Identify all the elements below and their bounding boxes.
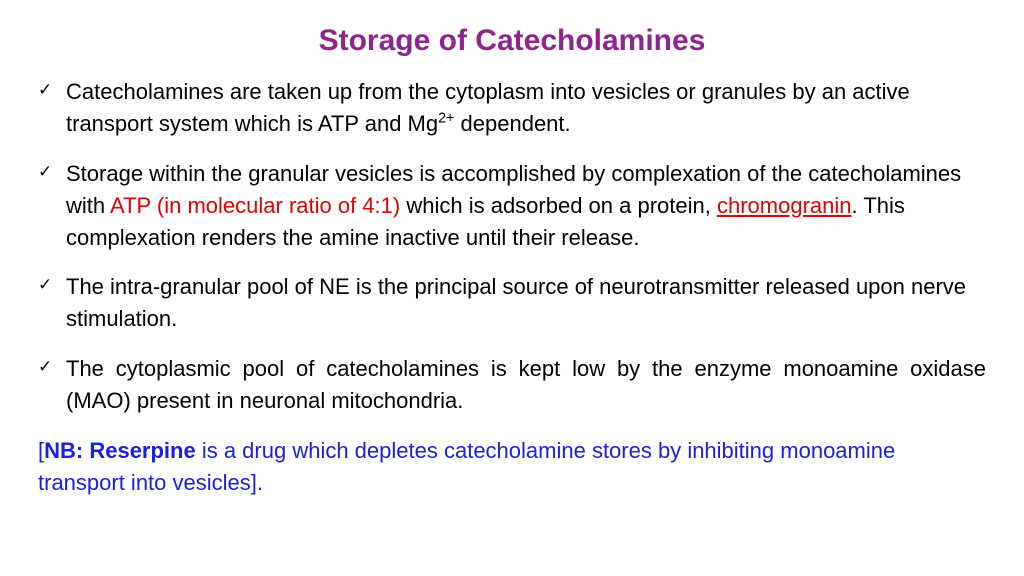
- bullet-item: Catecholamines are taken up from the cyt…: [38, 76, 986, 140]
- bullet-item: The intra-granular pool of NE is the pri…: [38, 271, 986, 335]
- note-paragraph: [NB: Reserpine is a drug which depletes …: [38, 435, 986, 499]
- bullet-item: Storage within the granular vesicles is …: [38, 158, 986, 254]
- bullet-item: The cytoplasmic pool of catecholamines i…: [38, 353, 986, 417]
- slide-title: Storage of Catecholamines: [38, 24, 986, 58]
- bullet-list: Catecholamines are taken up from the cyt…: [38, 76, 986, 417]
